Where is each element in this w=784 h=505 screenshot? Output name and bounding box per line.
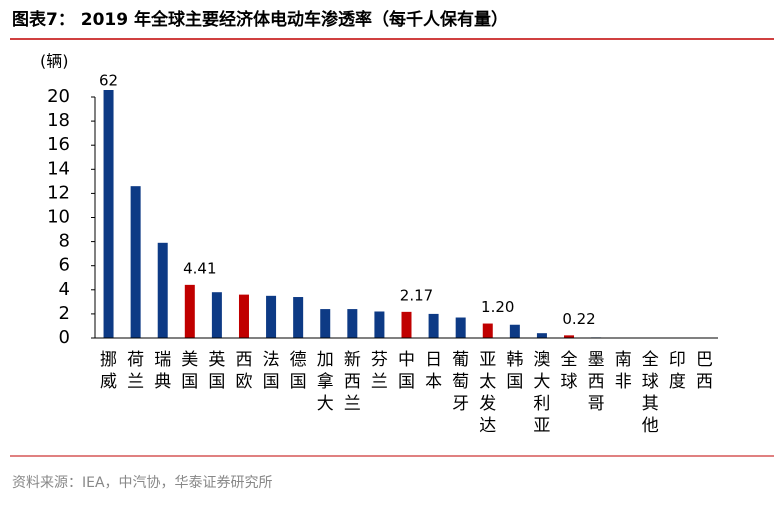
bar xyxy=(211,292,222,338)
x-tick-label: 英国 xyxy=(208,350,225,392)
x-tick-label: 韩国 xyxy=(506,350,523,392)
x-tick-label: 南非 xyxy=(615,350,632,392)
bar xyxy=(509,324,520,338)
x-tick-label: 日本 xyxy=(425,350,442,392)
x-tick-label: 芬兰 xyxy=(371,350,388,392)
x-tick-label: 葡萄牙 xyxy=(452,350,469,414)
bar xyxy=(374,311,385,338)
value-label: 2.17 xyxy=(400,286,433,304)
bar xyxy=(130,186,141,338)
y-tick-label: 0 xyxy=(59,327,70,348)
x-tick-label: 西欧 xyxy=(235,350,252,392)
x-tick-label: 挪威 xyxy=(100,350,117,392)
bar xyxy=(428,313,439,338)
y-axis-label: (辆) xyxy=(40,52,69,71)
bar xyxy=(320,309,331,338)
x-tick-label: 荷兰 xyxy=(127,350,144,392)
x-tick-label: 新西兰 xyxy=(344,350,361,414)
bar xyxy=(266,295,277,338)
y-tick-label: 14 xyxy=(47,158,70,179)
y-tick-label: 4 xyxy=(59,279,70,300)
value-label: 4.41 xyxy=(183,259,216,277)
y-tick-label: 6 xyxy=(59,255,70,276)
value-label: 0.22 xyxy=(562,310,595,328)
bar xyxy=(347,309,358,338)
y-tick-label: 16 xyxy=(47,134,70,155)
bar xyxy=(293,297,304,338)
value-label: 1.20 xyxy=(481,298,514,316)
x-tick-label: 全球其他 xyxy=(642,350,659,436)
x-tick-label: 德国 xyxy=(290,350,307,392)
y-tick-label: 8 xyxy=(59,231,70,252)
x-tick-label: 巴西 xyxy=(696,350,713,392)
bar xyxy=(455,317,466,338)
x-tick-label: 印度 xyxy=(669,350,686,392)
x-tick-label: 法国 xyxy=(263,350,280,392)
source: 资料来源：IEA，中汽协，华泰证券研究所 xyxy=(12,475,273,491)
y-tick-label: 18 xyxy=(47,110,70,131)
x-tick-label: 墨西哥 xyxy=(588,350,605,414)
bar xyxy=(536,333,547,338)
chart-title: 图表7： 2019 年全球主要经济体电动车渗透率（每千人保有量） xyxy=(12,9,508,30)
x-tick-label: 加拿大 xyxy=(317,350,334,414)
bar xyxy=(184,284,195,338)
bar xyxy=(157,242,168,338)
bar xyxy=(238,294,249,338)
bar xyxy=(482,323,493,338)
x-tick-label: 全球 xyxy=(561,350,578,392)
x-tick-label: 亚太发达 xyxy=(479,350,496,436)
x-tick-label: 美国 xyxy=(181,350,198,392)
value-label: 62 xyxy=(99,72,118,90)
y-tick-label: 12 xyxy=(47,182,70,203)
y-tick-label: 20 xyxy=(47,86,70,107)
y-tick-label: 10 xyxy=(47,207,70,228)
bar xyxy=(103,90,114,338)
bar xyxy=(401,311,412,338)
y-tick-label: 2 xyxy=(59,303,70,324)
x-tick-label: 瑞典 xyxy=(154,350,171,392)
x-tick-label: 澳大利亚 xyxy=(533,350,550,436)
plot-area xyxy=(103,90,710,338)
bar xyxy=(564,335,575,338)
x-tick-label: 中国 xyxy=(398,350,415,392)
